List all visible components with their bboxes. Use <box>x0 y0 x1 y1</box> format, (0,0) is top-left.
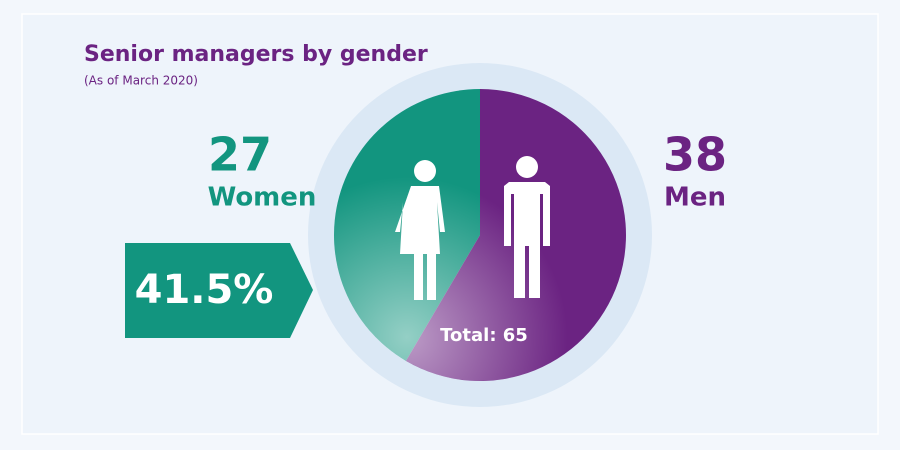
category-label: Women <box>208 183 317 213</box>
total-label: Total: 65 <box>440 325 528 346</box>
category-label: Men <box>664 183 726 213</box>
value-label: 38 <box>663 128 727 182</box>
highlight-label: 41.5% <box>135 267 274 313</box>
value-label: 27 <box>208 128 272 182</box>
highlight-box <box>125 243 313 338</box>
man-icon <box>504 156 550 298</box>
title: Senior managers by gender <box>84 42 428 67</box>
woman-icon <box>395 160 445 300</box>
subtitle: (As of March 2020) <box>84 74 198 88</box>
